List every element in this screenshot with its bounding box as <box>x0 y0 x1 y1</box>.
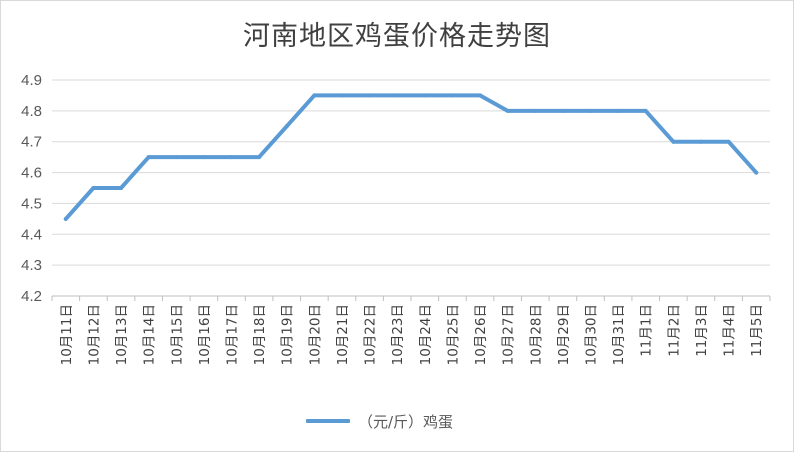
x-tick-label: 10月15日 <box>169 304 185 365</box>
x-tick-label: 10月23日 <box>390 304 406 365</box>
data-point <box>284 124 289 129</box>
series-layer <box>63 93 759 221</box>
x-tick-label: 10月31日 <box>611 304 627 365</box>
data-point <box>229 155 234 160</box>
legend-label: （元/斤）鸡蛋 <box>358 412 454 431</box>
gridlines <box>52 79 770 266</box>
x-tick-label: 11月5日 <box>749 304 765 357</box>
legend-swatch <box>306 419 350 423</box>
data-point <box>726 139 731 144</box>
x-tick-label: 10月24日 <box>418 304 434 365</box>
data-point <box>560 108 565 113</box>
series-line <box>63 93 759 221</box>
x-tick-label: 10月22日 <box>363 304 379 365</box>
data-point <box>754 170 759 175</box>
x-tick-label: 10月14日 <box>142 304 158 365</box>
x-tick-label: 10月13日 <box>114 304 130 365</box>
x-tick-label: 11月2日 <box>666 304 682 357</box>
data-point <box>312 93 317 98</box>
data-point <box>91 186 96 190</box>
x-tick-label: 10月16日 <box>197 304 213 365</box>
x-axis <box>51 295 771 301</box>
data-point <box>698 139 703 144</box>
x-tick-label: 10月29日 <box>556 304 572 365</box>
data-point <box>616 108 621 113</box>
y-tick-label: 4.7 <box>21 134 42 151</box>
x-tick-label: 10月21日 <box>335 304 351 365</box>
data-point <box>63 216 68 221</box>
data-point <box>533 108 538 113</box>
x-tick-label: 10月20日 <box>307 304 323 365</box>
data-point <box>367 93 372 98</box>
data-point <box>643 108 648 113</box>
data-point <box>450 93 455 98</box>
data-point <box>671 139 676 144</box>
data-point <box>119 186 124 190</box>
y-tick-label: 4.9 <box>21 72 42 89</box>
data-point <box>395 93 400 98</box>
y-tick-label: 4.4 <box>21 226 42 243</box>
x-tick-label: 10月30日 <box>584 304 600 365</box>
data-point <box>339 93 344 98</box>
y-tick-label: 4.3 <box>21 257 42 274</box>
y-tick-label: 4.8 <box>21 103 42 120</box>
data-point <box>257 155 262 160</box>
x-tick-label: 11月3日 <box>694 304 710 357</box>
data-point <box>422 93 427 98</box>
x-tick-label: 10月27日 <box>501 304 517 365</box>
data-point <box>146 155 151 160</box>
data-point <box>201 155 206 160</box>
x-tick-label: 10月28日 <box>528 304 544 365</box>
x-tick-label: 10月26日 <box>473 304 489 365</box>
data-point <box>478 93 483 98</box>
x-tick-label: 10月19日 <box>280 304 296 365</box>
x-tick-label: 11月1日 <box>639 304 655 357</box>
chart-title: 河南地区鸡蛋价格走势图 <box>243 21 551 52</box>
data-point <box>505 108 510 113</box>
x-axis-ticks: 10月11日 10月12日 10月13日 10月14日 10月15日 10月16日 10月1… <box>59 304 765 365</box>
data-point <box>588 108 593 113</box>
data-point <box>174 155 179 160</box>
y-tick-label: 4.2 <box>21 288 42 305</box>
x-tick-label: 11月4日 <box>722 304 738 357</box>
x-tick-label: 10月25日 <box>445 304 461 365</box>
x-tick-label: 10月17日 <box>225 304 241 365</box>
legend: （元/斤）鸡蛋 <box>306 410 453 432</box>
y-axis-ticks: 4.2 4.3 4.4 4.5 4.6 4.7 4.8 4.9 <box>21 72 42 305</box>
x-tick-label: 10月11日 <box>59 304 75 365</box>
y-tick-label: 4.6 <box>21 165 42 182</box>
y-tick-label: 4.5 <box>21 195 42 212</box>
x-tick-label: 10月12日 <box>86 304 102 365</box>
x-tick-label: 10月18日 <box>252 304 268 365</box>
